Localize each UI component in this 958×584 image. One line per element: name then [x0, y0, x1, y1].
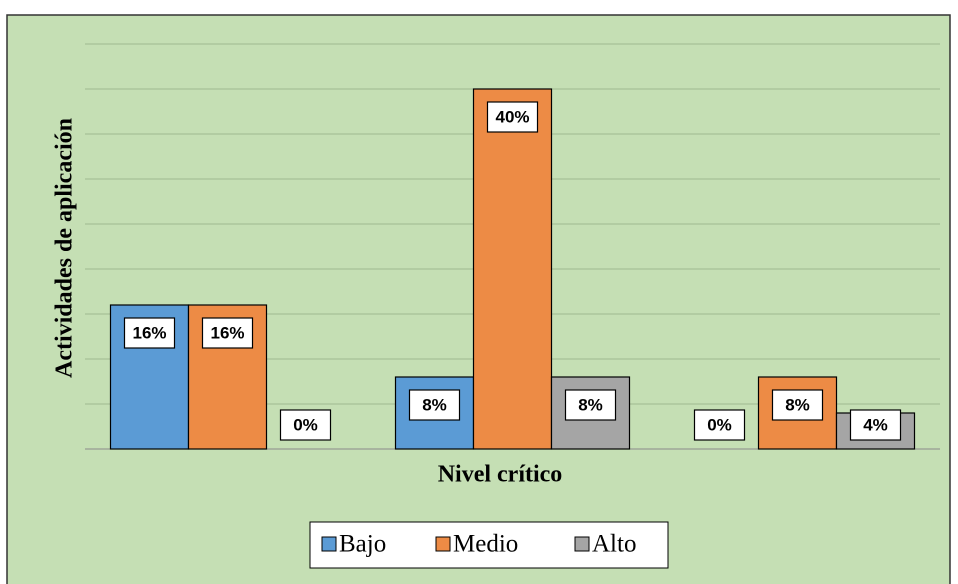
value-label: 16%: [210, 323, 244, 342]
value-label: 16%: [132, 323, 166, 342]
y-axis-title: Actividades de aplicación: [52, 118, 78, 378]
x-axis-title: Nivel crítico: [438, 462, 563, 488]
legend-label: Bajo: [339, 531, 386, 558]
value-label: 0%: [293, 415, 318, 434]
bar: [472, 88, 553, 450]
value-label-box: [201, 317, 254, 349]
value-label: 40%: [495, 107, 529, 126]
value-label-box: [486, 101, 539, 133]
value-label-box: [849, 409, 902, 441]
legend-swatch: [574, 536, 590, 552]
value-label: 0%: [707, 415, 732, 434]
value-label: 8%: [785, 395, 810, 414]
value-label: 4%: [863, 415, 888, 434]
value-label-box: [279, 409, 332, 441]
legend-swatch: [435, 536, 451, 552]
legend-label: Alto: [592, 531, 636, 558]
value-label-box: [408, 389, 461, 421]
value-label: 8%: [578, 395, 603, 414]
legend-swatch: [321, 536, 337, 552]
value-label-box: [564, 389, 617, 421]
value-label-box: [771, 389, 824, 421]
value-label: 8%: [422, 395, 447, 414]
value-label-box: [693, 409, 746, 441]
bar: [550, 376, 631, 450]
value-label-box: [123, 317, 176, 349]
legend-label: Medio: [453, 531, 518, 558]
legend: [309, 521, 669, 569]
